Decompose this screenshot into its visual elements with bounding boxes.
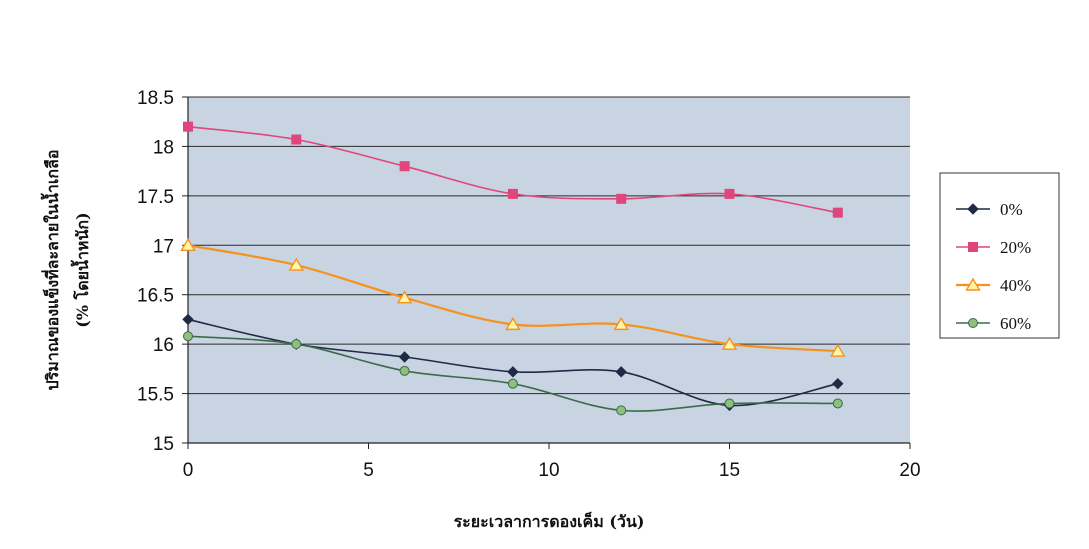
legend-item-1: 20%	[956, 238, 1031, 257]
legend-label-0: 0%	[1000, 200, 1023, 219]
data-point-2-6	[830, 343, 846, 357]
y-tick-label-1: 15.5	[137, 385, 174, 406]
data-point-2-0	[180, 237, 196, 251]
y-tick-label-6: 18	[153, 137, 174, 158]
data-point-3-5	[724, 398, 735, 409]
legend: 0% 20% 40% 60%	[939, 172, 1060, 339]
y-tick-label-3: 16.5	[137, 286, 174, 307]
axes	[182, 96, 911, 449]
x-tick-label-2: 10	[538, 460, 559, 481]
data-point-3-3	[507, 378, 518, 389]
data-point-2-5	[721, 336, 738, 350]
data-point-2-1	[288, 257, 305, 271]
data-point-1-0	[183, 121, 193, 132]
data-point-3-2	[399, 365, 410, 376]
data-point-1-3	[507, 188, 518, 199]
legend-label-1: 20%	[1000, 238, 1031, 257]
data-point-0-3	[507, 366, 519, 378]
series-2	[180, 237, 846, 357]
data-point-1-4	[616, 193, 627, 204]
series-3	[183, 331, 843, 416]
data-point-3-1	[291, 339, 302, 350]
y-axis-title-line-1: ปริมาณของแข็งที่ละลายในน้ำเกลือ	[40, 150, 62, 391]
y-tick-label-0: 15	[153, 434, 174, 455]
series-1	[183, 121, 843, 218]
legend-item-3: 60%	[956, 314, 1031, 333]
tick-labels: 15 15.5 16 16.5 17 17.5 18 18.5 0 5 10 15 20	[137, 88, 921, 481]
data-point-1-1	[291, 134, 302, 145]
y-tick-label-5: 17.5	[137, 187, 174, 208]
legend-label-3: 60%	[1000, 314, 1031, 333]
data-point-2-4	[613, 316, 629, 331]
y-axis-title: ปริมาณของแข็งที่ละลายในน้ำเกลือ (% โดยน้…	[40, 150, 92, 391]
legend-marker-0	[967, 203, 979, 215]
data-point-1-6	[832, 207, 843, 218]
data-point-3-4	[616, 405, 627, 416]
legend-marker-3	[968, 318, 978, 328]
data-point-0-6	[832, 377, 844, 390]
x-axis-title: ระยะเวลาการดองเค็ม (วัน)	[454, 510, 645, 531]
y-tick-label-7: 18.5	[137, 88, 174, 109]
x-tick-label-4: 20	[899, 460, 920, 481]
series-lines	[180, 121, 846, 416]
data-point-0-0	[182, 313, 194, 326]
legend-box	[939, 172, 1060, 339]
plot-area	[188, 97, 910, 443]
data-point-2-2	[396, 290, 413, 304]
x-tick-label-3: 15	[719, 460, 740, 481]
legend-item-2: 40%	[956, 276, 1031, 295]
gridlines	[188, 96, 910, 444]
data-point-0-4	[615, 366, 627, 378]
data-point-1-2	[399, 161, 410, 172]
y-tick-label-2: 16	[153, 335, 174, 356]
y-tick-label-4: 17	[153, 236, 174, 257]
legend-marker-2	[965, 277, 981, 291]
legend-marker-1	[968, 242, 978, 252]
legend-label-2: 40%	[1000, 276, 1031, 295]
x-tick-label-1: 5	[363, 460, 374, 481]
data-point-1-5	[724, 188, 735, 199]
legend-item-0: 0%	[956, 200, 1023, 219]
y-axis-title-line-2: (% โดยน้ำหนัก)	[70, 212, 92, 327]
data-point-3-0	[183, 331, 193, 342]
x-tick-label-0: 0	[183, 460, 194, 481]
data-point-3-6	[832, 398, 843, 409]
data-point-2-3	[505, 316, 521, 331]
data-point-0-2	[398, 351, 411, 363]
